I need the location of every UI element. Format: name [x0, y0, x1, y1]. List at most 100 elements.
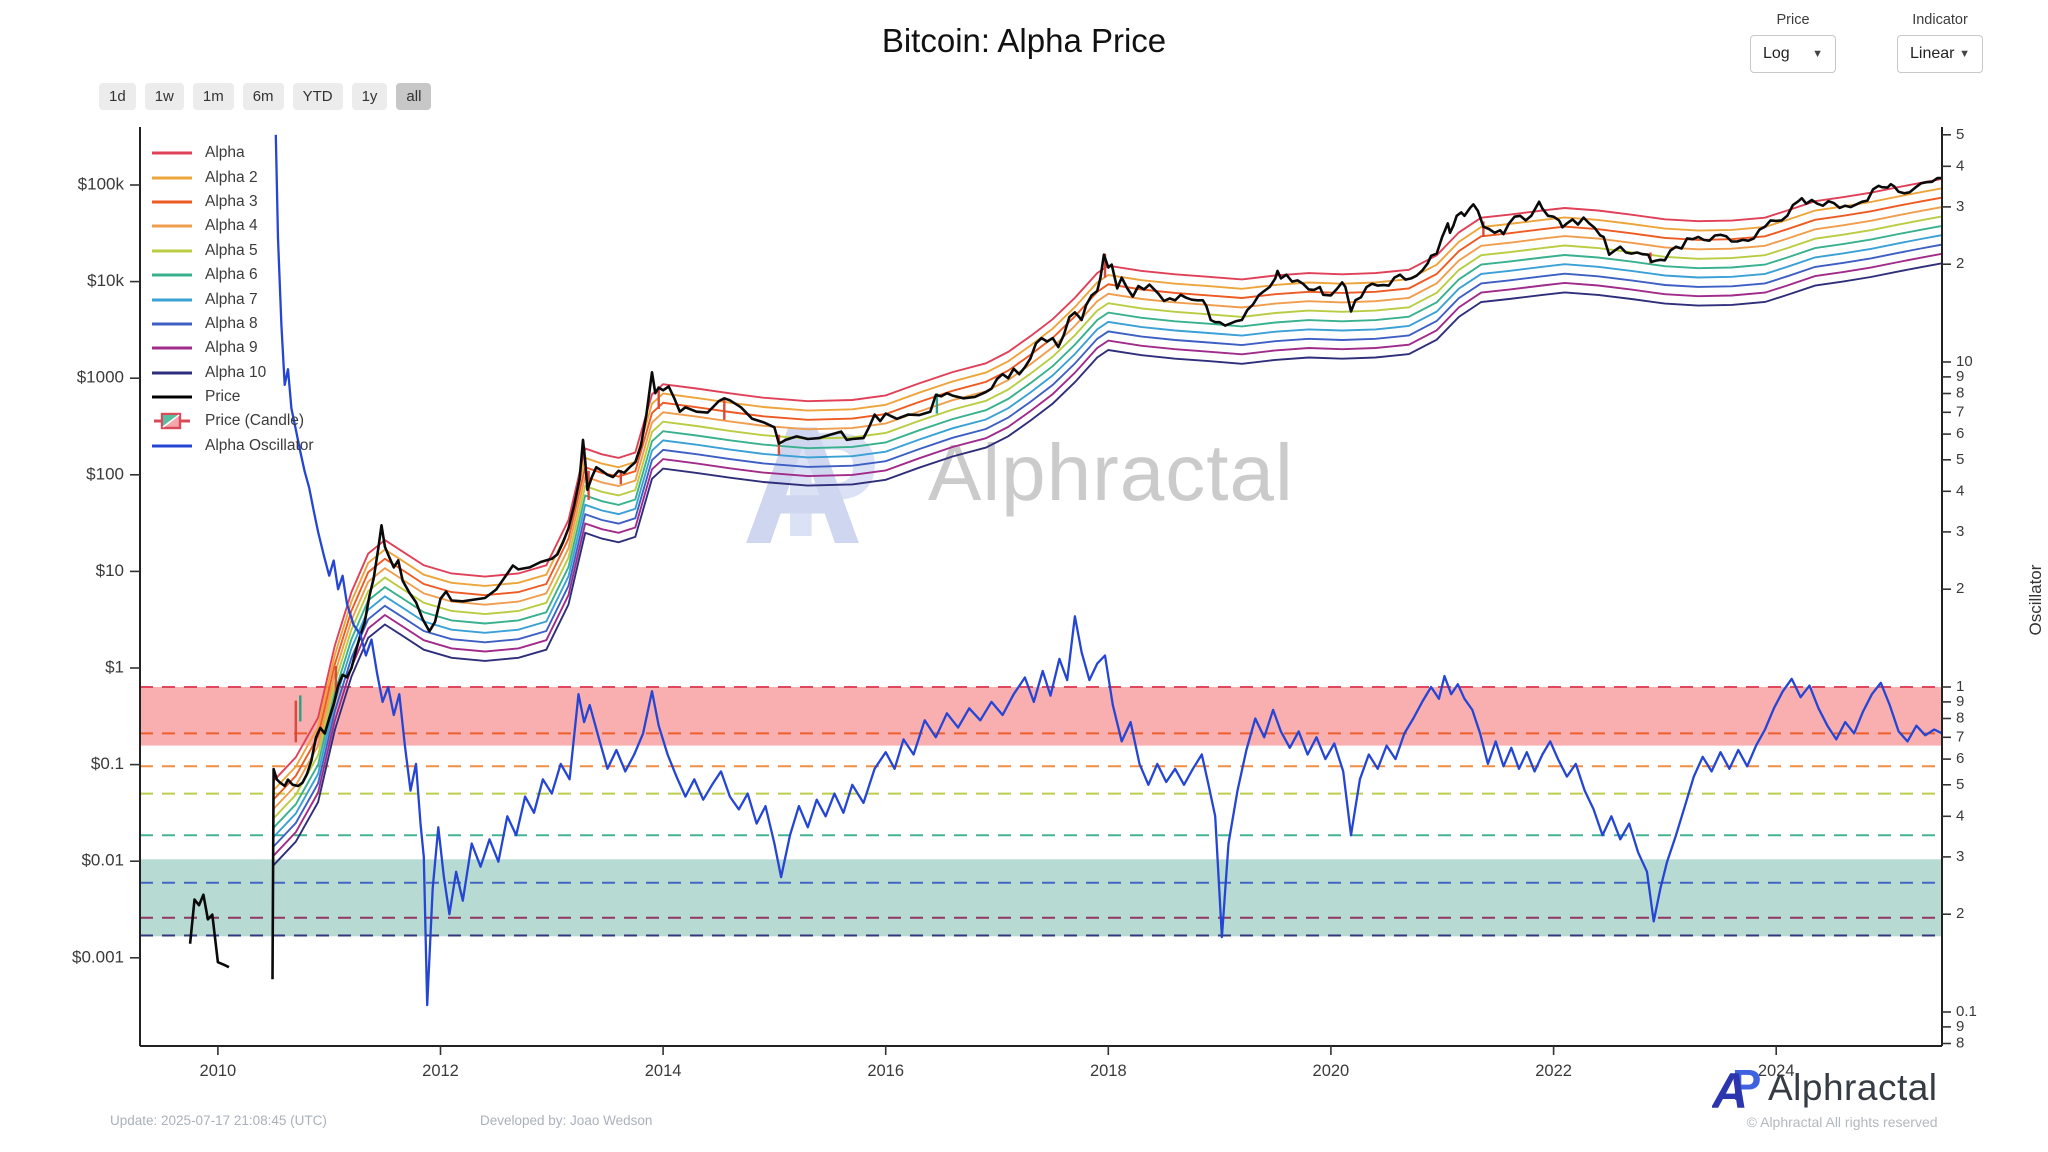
legend-item-alpha-7[interactable]: Alpha 7: [152, 287, 314, 311]
oscillator-tick-label: 3: [1956, 198, 1964, 215]
candle-icon: [154, 413, 190, 430]
legend: Alpha Alpha 2 Alpha 3 Alpha 4 Alpha 5 Alpha 6…: [152, 141, 314, 458]
legend-label: Alpha 6: [205, 266, 258, 284]
legend-label: Alpha 8: [205, 314, 258, 332]
price-tick-label: $0.01: [81, 851, 124, 870]
oscillator-tick-label: 1: [1956, 678, 1964, 695]
alpha-line-4: [272, 206, 1942, 810]
band-overbought-zone: [140, 687, 1942, 746]
legend-item-alpha-8[interactable]: Alpha 8: [152, 312, 314, 336]
legend-label: Alpha 5: [205, 241, 258, 259]
oscillator-tick-label: 4: [1956, 157, 1964, 174]
line-swatch-icon: [152, 200, 192, 204]
legend-label: Alpha: [205, 144, 245, 162]
alpha-line-2: [272, 187, 1942, 791]
price-scale-select[interactable]: Log ▼: [1750, 35, 1836, 73]
line-swatch-icon: [152, 298, 192, 302]
legend-item-alpha-6[interactable]: Alpha 6: [152, 263, 314, 287]
oscillator-tick-label: 8: [1956, 384, 1964, 401]
caret-down-icon: ▼: [1812, 48, 1823, 60]
line-swatch-icon: [152, 346, 192, 350]
alpha-line-7: [272, 234, 1942, 838]
legend-label: Alpha 3: [205, 192, 258, 210]
range-button-1y[interactable]: 1y: [351, 83, 388, 110]
legend-item-alpha-4[interactable]: Alpha 4: [152, 214, 314, 238]
indicator-scale-select[interactable]: Linear ▼: [1897, 35, 1983, 73]
year-tick-label: 2022: [1535, 1062, 1572, 1080]
copyright-text: © Alphractal All rights reserved: [1746, 1114, 1938, 1130]
year-tick-label: 2014: [645, 1062, 682, 1080]
oscillator-tick-label: 2: [1956, 905, 1964, 922]
svg-text:A: A: [1712, 1063, 1748, 1114]
price-tick-label: $0.001: [72, 947, 124, 966]
legend-label: Alpha 9: [205, 339, 258, 357]
range-selector: 1d 1w 1m 6m YTD 1y all: [99, 83, 432, 110]
legend-item-alpha[interactable]: Alpha: [152, 141, 314, 165]
oscillator-tick-label: 4: [1956, 482, 1964, 499]
price-tick-label: $1: [105, 657, 124, 676]
legend-label: Alpha 10: [205, 363, 267, 381]
update-timestamp: Update: 2025-07-17 21:08:45 (UTC): [110, 1113, 327, 1128]
oscillator-tick-label: 9: [1956, 1018, 1964, 1035]
line-swatch-icon: [152, 444, 192, 448]
year-tick-label: 2016: [867, 1062, 904, 1080]
range-button-1m[interactable]: 1m: [192, 83, 234, 110]
legend-item-alpha-oscillator[interactable]: Alpha Oscillator: [152, 434, 314, 458]
line-swatch-icon: [152, 151, 192, 155]
indicator-scale-control: Indicator Linear ▼: [1897, 12, 1983, 73]
line-swatch-icon: [152, 322, 192, 326]
range-button-6m[interactable]: 6m: [242, 83, 284, 110]
price-axis-title: Price: [0, 579, 1, 618]
legend-label: Alpha 2: [205, 168, 258, 186]
range-button-1w[interactable]: 1w: [144, 83, 184, 110]
price-scale-label: Price: [1776, 12, 1810, 28]
line-swatch-icon: [152, 395, 192, 399]
legend-label: Alpha 4: [205, 217, 258, 235]
legend-item-alpha-10[interactable]: Alpha 10: [152, 361, 314, 385]
range-button-all[interactable]: all: [396, 83, 432, 110]
indicator-scale-label: Indicator: [1912, 12, 1968, 28]
oscillator-tick-label: 6: [1956, 750, 1964, 767]
legend-item-price-candle-[interactable]: Price (Candle): [152, 409, 314, 433]
year-tick-label: 2024: [1758, 1062, 1795, 1080]
oscillator-tick-label: 5: [1956, 776, 1964, 793]
range-button-ytd[interactable]: YTD: [292, 83, 343, 110]
year-tick-label: 2018: [1090, 1062, 1127, 1080]
oscillator-tick-label: 0.1: [1956, 1003, 1977, 1020]
oscillator-tick-label: 5: [1956, 126, 1964, 143]
legend-label: Price (Candle): [205, 412, 305, 430]
oscillator-tick-label: 10: [1956, 353, 1973, 370]
price-tick-label: $0.1: [91, 754, 124, 773]
line-swatch-icon: [152, 176, 192, 180]
alpha-line-1: [272, 177, 1942, 782]
alphractal-logo-icon: PA: [1712, 1062, 1761, 1114]
legend-item-alpha-2[interactable]: Alpha 2: [152, 165, 314, 189]
oscillator-tick-label: 4: [1956, 807, 1964, 824]
caret-down-icon: ▼: [1959, 48, 1970, 60]
oscillator-tick-label: 9: [1956, 693, 1964, 710]
legend-label: Price: [205, 388, 241, 406]
legend-item-alpha-3[interactable]: Alpha 3: [152, 190, 314, 214]
price-tick-label: $100: [86, 464, 124, 483]
oscillator-tick-label: 5: [1956, 451, 1964, 468]
line-swatch-icon: [152, 371, 192, 375]
line-swatch-icon: [152, 273, 192, 277]
range-button-1d[interactable]: 1d: [99, 83, 136, 110]
year-tick-label: 2012: [422, 1062, 459, 1080]
price-tick-label: $1000: [77, 368, 124, 387]
year-tick-label: 2020: [1313, 1062, 1350, 1080]
oscillator-tick-label: 3: [1956, 848, 1964, 865]
oscillator-tick-label: 2: [1956, 255, 1964, 272]
legend-item-alpha-9[interactable]: Alpha 9: [152, 336, 314, 360]
legend-item-alpha-5[interactable]: Alpha 5: [152, 239, 314, 263]
oscillator-tick-label: 7: [1956, 403, 1964, 420]
legend-item-price[interactable]: Price: [152, 385, 314, 409]
page-title: Bitcoin: Alpha Price: [881, 22, 1167, 59]
oscillator-tick-label: 8: [1956, 1034, 1964, 1051]
price-scale-control: Price Log ▼: [1750, 12, 1836, 73]
oscillator-axis-title: Oscillator: [2026, 564, 2045, 636]
price-scale-value: Log: [1763, 45, 1790, 62]
